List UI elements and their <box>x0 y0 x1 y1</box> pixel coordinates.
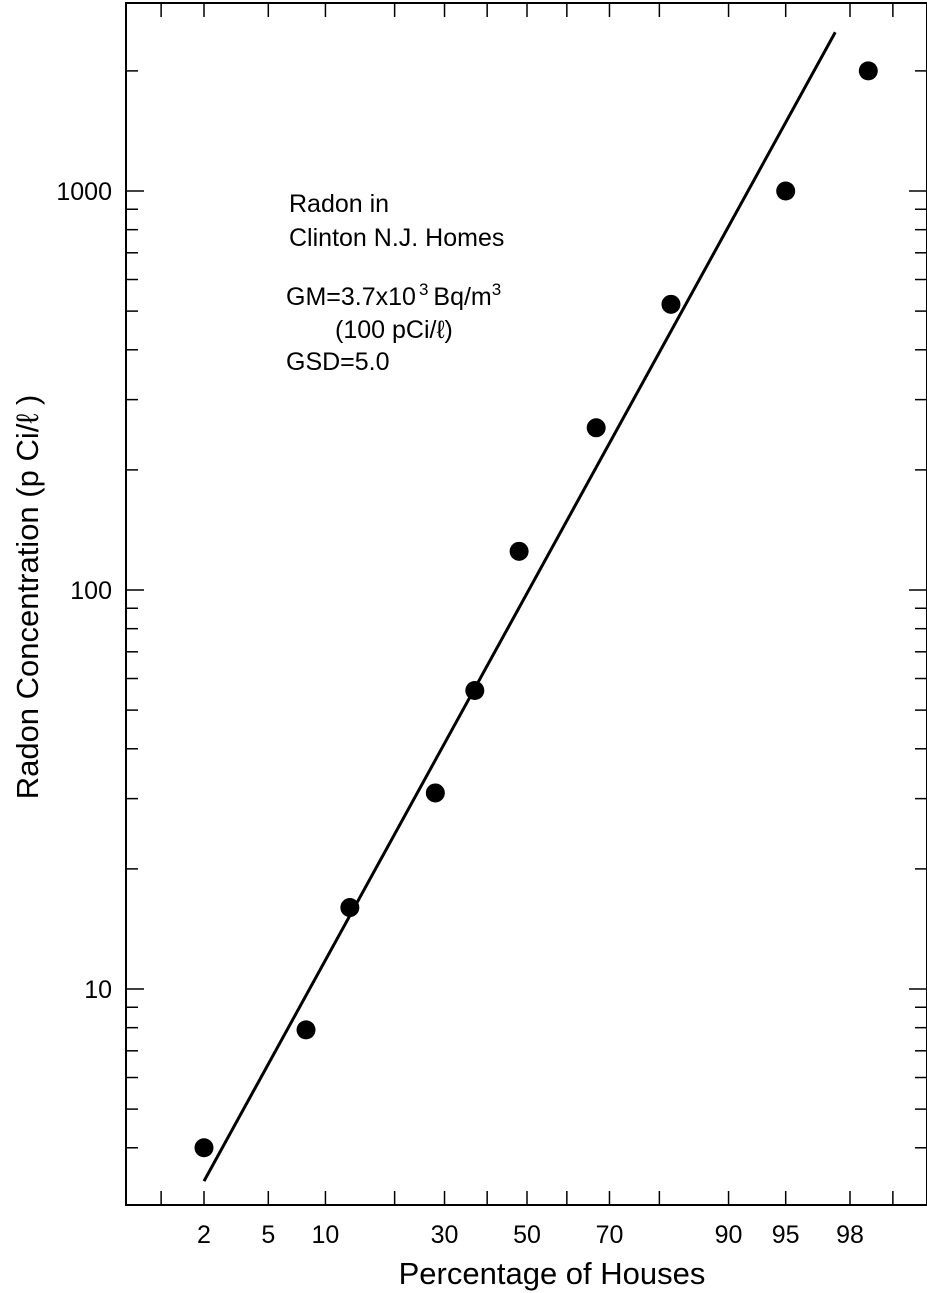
data-point <box>465 680 485 700</box>
data-point <box>509 541 529 561</box>
fit-line <box>202 31 837 1182</box>
y-tick-label: 100 <box>70 577 112 605</box>
x-tick-label: 95 <box>772 1221 800 1249</box>
annotation-gm: GM=3.7x10 3 Bq/m3 <box>286 280 501 311</box>
data-point <box>340 898 360 918</box>
x-tick-label: 5 <box>261 1221 275 1249</box>
data-point <box>194 1138 214 1158</box>
data-point <box>661 294 681 314</box>
x-tick-label: 90 <box>715 1221 743 1249</box>
x-tick-label: 50 <box>513 1221 541 1249</box>
data-point <box>858 61 878 81</box>
annotation-line2: Clinton N.J. Homes <box>289 224 504 252</box>
x-tick-label: 30 <box>431 1221 459 1249</box>
x-tick-label: 70 <box>596 1221 624 1249</box>
data-point <box>425 783 445 803</box>
x-axis-title: Percentage of Houses <box>399 1256 706 1291</box>
plot-frame <box>125 2 927 1206</box>
y-axis-title: Radon Concentration (p Ci/ℓ ) <box>10 395 45 800</box>
annotation-line1: Radon in <box>289 190 389 218</box>
y-tick-label: 10 <box>84 976 112 1004</box>
data-point <box>776 181 796 201</box>
y-tick-label: 1000 <box>56 178 112 206</box>
x-tick-label: 2 <box>197 1221 211 1249</box>
data-point <box>296 1020 316 1040</box>
data-point <box>586 418 606 438</box>
x-tick-label: 10 <box>312 1221 340 1249</box>
annotation-gsd: GSD=5.0 <box>286 348 390 376</box>
annotation-gm-alt: (100 pCi/ℓ) <box>335 316 453 344</box>
ticks <box>126 3 927 1205</box>
annotation: Radon in Clinton N.J. Homes GM=3.7x10 3 Bq… <box>286 190 504 376</box>
x-tick-label: 98 <box>836 1221 864 1249</box>
tick-labels: 2 5 10 30 50 70 90 95 98 10 100 1000 <box>56 178 864 1249</box>
data-points <box>194 61 878 1158</box>
